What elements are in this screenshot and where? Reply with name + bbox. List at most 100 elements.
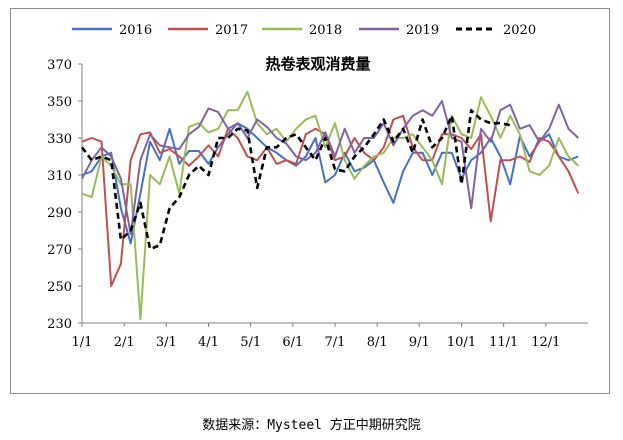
data-point-2019 <box>509 104 511 106</box>
data-point-2019 <box>178 148 180 150</box>
x-tick-label: 3/1 <box>156 335 177 350</box>
data-point-2016 <box>198 150 200 152</box>
data-point-2018 <box>159 183 161 185</box>
data-point-2019 <box>314 152 316 154</box>
data-point-2020 <box>198 165 200 167</box>
data-point-2019 <box>130 233 132 235</box>
data-point-2016 <box>168 128 170 130</box>
data-point-2019 <box>334 155 336 157</box>
data-point-2018 <box>577 165 579 167</box>
data-point-2016 <box>188 150 190 152</box>
data-point-2016 <box>324 181 326 183</box>
data-point-2018 <box>139 318 141 320</box>
data-point-2020 <box>460 183 462 185</box>
data-point-2016 <box>441 152 443 154</box>
x-tick-label: 7/1 <box>325 335 346 350</box>
data-point-2018 <box>499 137 501 139</box>
data-point-2019 <box>81 178 83 180</box>
y-tick-label: 270 <box>47 243 72 258</box>
data-point-2016 <box>480 152 482 154</box>
data-point-2017 <box>490 220 492 222</box>
data-point-2019 <box>324 131 326 133</box>
data-point-2019 <box>266 126 268 128</box>
data-point-2019 <box>441 100 443 102</box>
x-tick-label: 4/1 <box>198 335 219 350</box>
data-point-2018 <box>295 128 297 130</box>
data-point-2019 <box>295 155 297 157</box>
data-point-2019 <box>558 104 560 106</box>
data-point-2016 <box>110 152 112 154</box>
data-point-2020 <box>217 137 219 139</box>
data-point-2019 <box>305 159 307 161</box>
data-point-2018 <box>217 128 219 130</box>
data-point-2017 <box>295 163 297 165</box>
data-point-2017 <box>285 159 287 161</box>
data-point-2019 <box>519 128 521 130</box>
data-point-2020 <box>421 118 423 120</box>
data-point-2020 <box>490 122 492 124</box>
data-point-2016 <box>431 174 433 176</box>
data-point-2018 <box>324 146 326 148</box>
data-point-2020 <box>470 109 472 111</box>
data-point-2018 <box>490 115 492 117</box>
data-point-2017 <box>256 159 258 161</box>
data-point-2017 <box>198 155 200 157</box>
data-point-2017 <box>402 115 404 117</box>
data-point-2020 <box>81 146 83 148</box>
data-point-2016 <box>120 207 122 209</box>
data-point-2020 <box>285 137 287 139</box>
data-point-2020 <box>295 133 297 135</box>
data-point-2016 <box>275 152 277 154</box>
data-point-2020 <box>499 122 501 124</box>
data-point-2017 <box>421 159 423 161</box>
data-point-2017 <box>363 152 365 154</box>
data-point-2016 <box>178 163 180 165</box>
data-point-2019 <box>344 128 346 130</box>
data-point-2017 <box>567 170 569 172</box>
legend-label-2017: 2017 <box>215 23 248 38</box>
data-point-2020 <box>188 174 190 176</box>
data-point-2019 <box>256 118 258 120</box>
data-point-2017 <box>110 285 112 287</box>
series-line-2019 <box>81 100 579 236</box>
data-point-2017 <box>373 159 375 161</box>
data-point-2017 <box>120 263 122 265</box>
data-point-2020 <box>480 118 482 120</box>
data-point-2019 <box>451 137 453 139</box>
data-point-2020 <box>363 146 365 148</box>
data-point-2019 <box>412 115 414 117</box>
data-point-2018 <box>266 133 268 135</box>
data-point-2018 <box>383 152 385 154</box>
data-point-2016 <box>392 202 394 204</box>
data-point-2018 <box>130 183 132 185</box>
data-point-2017 <box>519 155 521 157</box>
data-point-2017 <box>81 141 83 143</box>
data-point-2020 <box>412 152 414 154</box>
data-point-2020 <box>120 239 122 241</box>
data-point-2020 <box>441 137 443 139</box>
data-point-2017 <box>334 159 336 161</box>
data-point-2020 <box>149 248 151 250</box>
data-point-2016 <box>130 242 132 244</box>
data-point-2020 <box>402 128 404 130</box>
y-tick-label: 330 <box>47 132 72 147</box>
x-tick-label: 2/1 <box>114 335 135 350</box>
data-point-2016 <box>353 170 355 172</box>
y-tick-label: 350 <box>47 95 72 110</box>
data-point-2018 <box>519 133 521 135</box>
data-point-2016 <box>334 174 336 176</box>
data-point-2019 <box>168 146 170 148</box>
data-point-2016 <box>567 159 569 161</box>
data-point-2019 <box>207 107 209 109</box>
data-point-2016 <box>421 152 423 154</box>
data-point-2019 <box>120 178 122 180</box>
data-point-2018 <box>402 137 404 139</box>
data-point-2018 <box>412 133 414 135</box>
data-point-2020 <box>324 137 326 139</box>
legend-label-2018: 2018 <box>309 23 342 38</box>
data-point-2018 <box>509 115 511 117</box>
x-tick-label: 5/1 <box>240 335 261 350</box>
data-point-2019 <box>227 128 229 130</box>
data-point-2019 <box>538 141 540 143</box>
